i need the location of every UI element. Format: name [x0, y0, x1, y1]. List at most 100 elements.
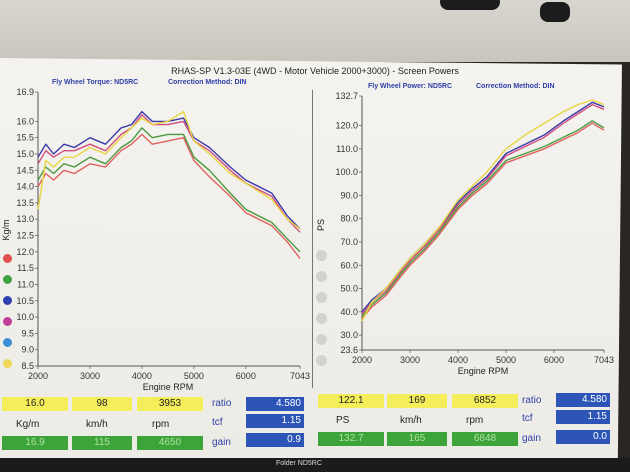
desk-background	[0, 0, 630, 62]
series-line-4	[361, 122, 605, 320]
label-right-tcf: tcf	[522, 413, 533, 424]
unit-right-kmh: km/h	[400, 415, 422, 426]
stat-left-torque: 16.0	[2, 397, 68, 411]
y-axis-label: PS	[316, 219, 326, 231]
unit-right-ps: PS	[336, 415, 350, 426]
series-line-5	[361, 99, 605, 322]
y-tick-label: 11.5	[17, 263, 34, 273]
label-right-gain: gain	[522, 433, 541, 444]
label-left-tcf: tcf	[212, 417, 223, 428]
x-tick-label: 6000	[236, 371, 256, 381]
y-tick-label: 23.6	[340, 345, 358, 355]
unit-left-kmh: km/h	[86, 419, 108, 430]
label-right-ratio: ratio	[522, 395, 542, 406]
y-tick-label: 100.0	[335, 167, 358, 177]
legend-color-dot	[3, 254, 12, 263]
stat-right-rpm: 6852	[452, 394, 518, 408]
y-tick-label: 15.5	[16, 133, 34, 143]
power-chart: 132.7 120.0 110.0 100.0 90.0 80.0 70.0 60.0 50.0…	[316, 91, 614, 376]
series-line-2	[361, 103, 605, 315]
y-tick-label: 16.0	[16, 116, 34, 126]
stat-right-tcf: 1.15	[556, 410, 610, 424]
chart-divider	[312, 90, 313, 388]
y-tick-label: 80.0	[340, 214, 358, 224]
stat-right-gain: 0.0	[556, 430, 610, 444]
y-tick-label: 60.0	[340, 260, 358, 270]
x-tick-label: 2000	[28, 371, 48, 381]
stat-left-gain: 0.9	[246, 433, 304, 447]
series-line-3	[361, 120, 605, 317]
stat-right-speed: 169	[387, 394, 447, 408]
desk-object	[540, 2, 570, 22]
x-tick-label: 4000	[448, 355, 468, 365]
stat-left-ratio: 4.580	[246, 397, 304, 411]
stat-right-max-speed: 165	[387, 432, 447, 446]
x-tick-label: 3000	[400, 355, 420, 365]
x-axis-label: Engine RPM	[143, 382, 194, 392]
y-tick-label: 50.0	[340, 284, 358, 294]
y-tick-label: 90.0	[340, 190, 358, 200]
y-tick-label: 12.5	[16, 231, 34, 241]
left-meta-torque: Fly Wheel Torque: ND5RC	[52, 79, 139, 86]
stat-left-max-speed: 115	[72, 436, 132, 450]
label-left-ratio: ratio	[212, 398, 232, 409]
y-tick-label: 120.0	[335, 121, 358, 131]
stat-left-max-torque: 16.9	[2, 436, 68, 450]
legend-placeholder-dot	[316, 334, 327, 345]
stat-right-max-rpm: 6848	[452, 432, 518, 446]
x-tick-label: 5000	[184, 371, 204, 381]
stat-left-rpm: 3953	[137, 397, 203, 411]
x-tick-label: 7043	[594, 355, 614, 365]
series-line-3	[37, 127, 301, 253]
unit-right-rpm: rpm	[466, 415, 484, 426]
stat-right-power: 122.1	[318, 394, 384, 408]
report-title: RHAS-SP V1.3-03E (4WD - Motor Vehicle 20…	[171, 66, 459, 76]
series-line-4	[37, 133, 301, 259]
x-axis-label: Engine RPM	[458, 366, 509, 376]
x-tick-label: 6000	[544, 355, 564, 365]
legend-color-dot	[3, 338, 12, 347]
stat-right-max-power: 132.7	[318, 432, 384, 446]
y-tick-label: 15.0	[16, 149, 34, 159]
bottom-strip	[0, 458, 630, 472]
series-line-5	[37, 110, 301, 230]
y-tick-label: 13.0	[16, 214, 34, 224]
stat-right-ratio: 4.580	[556, 393, 610, 407]
legend-placeholder-dot	[316, 271, 327, 282]
legend-placeholder-dot	[316, 292, 327, 303]
legend-color-dot	[3, 275, 12, 284]
y-tick-label: 10.5	[16, 296, 34, 306]
unit-left-rpm: rpm	[152, 419, 170, 430]
legend-placeholder-dot	[316, 313, 327, 324]
legend-color-dot	[3, 296, 12, 305]
y-tick-label: 16.9	[16, 87, 34, 97]
legend-color-dot	[3, 359, 12, 368]
series-line-1	[37, 110, 301, 230]
y-tick-label: 10.0	[16, 312, 34, 322]
y-tick-label: 12.0	[16, 247, 34, 257]
folder-label: Folder ND5RC	[276, 460, 322, 467]
y-tick-label: 70.0	[340, 237, 358, 247]
stat-left-tcf: 1.15	[246, 414, 304, 428]
x-tick-label: 3000	[80, 371, 100, 381]
label-left-gain: gain	[212, 437, 231, 448]
torque-chart: 16.9 16.0 15.5 15.0 14.5 14.0 13.5 13.0 12.5 12.0…	[1, 87, 310, 392]
legend-color-dot	[3, 317, 12, 326]
unit-left-kgm: Kg/m	[16, 419, 40, 430]
y-tick-label: 9.5	[21, 328, 34, 338]
stat-left-max-rpm: 4650	[137, 436, 203, 450]
series-line-2	[37, 114, 301, 233]
y-tick-label: 110.0	[336, 144, 358, 154]
y-tick-label: 14.0	[16, 182, 34, 192]
stat-left-speed: 98	[72, 397, 132, 411]
x-tick-label: 4000	[132, 371, 152, 381]
right-meta-correction: Correction Method: DIN	[476, 83, 555, 90]
y-tick-label: 40.0	[340, 307, 358, 317]
y-tick-label: 13.5	[16, 198, 34, 208]
right-meta-power: Fly Wheel Power: ND5RC	[368, 83, 453, 90]
legend-placeholder-dot	[316, 250, 327, 261]
left-meta-correction: Correction Method: DIN	[168, 79, 247, 86]
legend-placeholder-dot	[316, 355, 327, 366]
y-tick-label: 30.0	[340, 330, 358, 340]
x-tick-label: 5000	[496, 355, 516, 365]
